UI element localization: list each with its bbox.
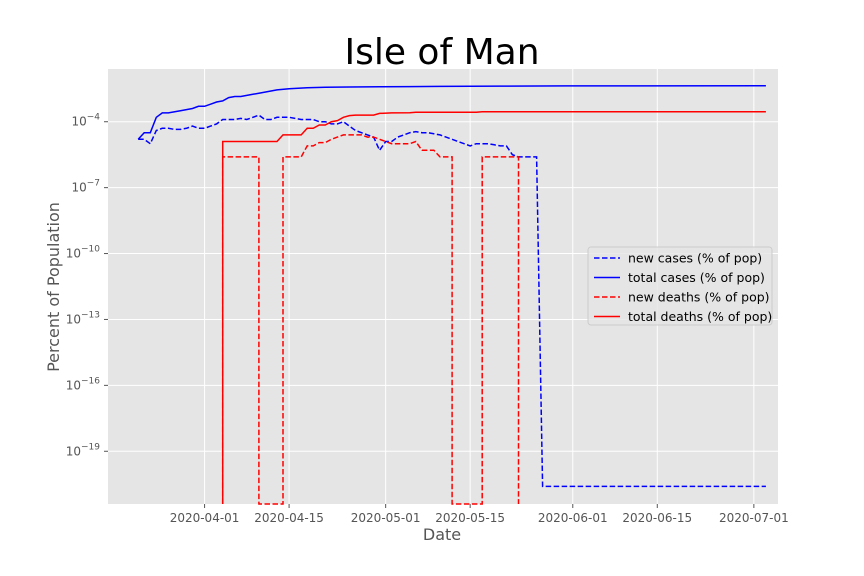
y-tick-label: 10−16 [66, 376, 101, 392]
series-line-1 [137, 84, 766, 140]
x-tick-label: 2020-07-01 [719, 511, 789, 525]
y-tick-label: 10−19 [66, 442, 101, 458]
y-tick-label: 10−13 [66, 310, 100, 326]
x-tick-label: 2020-06-01 [538, 511, 608, 525]
legend-label: new cases (% of pop) [628, 251, 762, 266]
series-line-3 [221, 111, 766, 504]
legend: new cases (% of pop) total cases (% of po… [587, 246, 773, 326]
y-tick-label: 10−10 [66, 245, 101, 261]
x-tick-label: 2020-06-15 [622, 511, 692, 525]
x-tick-label: 2020-04-01 [170, 511, 240, 525]
legend-label: total cases (% of pop) [628, 270, 765, 285]
series-lines [137, 84, 766, 505]
x-tick-label: 2020-04-15 [254, 511, 324, 525]
x-tick-label: 2020-05-15 [435, 511, 505, 525]
y-axis-ticks: 10−19 10−16 10−13 10−10 10−7 10−4 [66, 113, 108, 458]
x-axis-ticks: 2020-04-01 2020-04-15 2020-05-01 2020-05-15… [170, 504, 789, 525]
y-tick-label: 10−7 [71, 179, 100, 195]
legend-box [587, 246, 773, 326]
chart-title: Isle of Man [344, 32, 539, 73]
x-tick-label: 2020-05-01 [351, 511, 421, 525]
y-axis-label: Percent of Population [44, 202, 63, 372]
legend-label: new deaths (% of pop) [628, 290, 770, 305]
x-axis-label: Date [423, 525, 461, 544]
series-line-2 [221, 134, 520, 505]
legend-label: total deaths (% of pop) [628, 309, 772, 324]
y-tick-label: 10−4 [71, 113, 100, 129]
